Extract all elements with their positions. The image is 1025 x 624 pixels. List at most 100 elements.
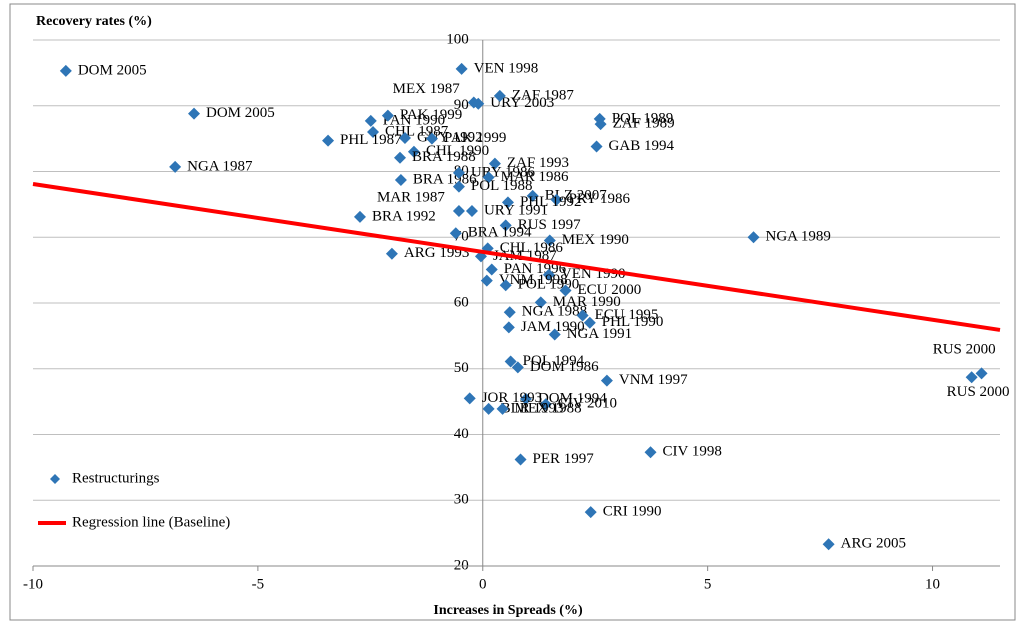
point-label: BRA 1988 bbox=[412, 149, 476, 165]
point-label: NGA 1987 bbox=[187, 158, 253, 174]
data-point bbox=[455, 62, 468, 75]
data-point bbox=[543, 234, 556, 247]
point-label: PAK 1999 bbox=[444, 130, 506, 146]
data-point bbox=[394, 174, 407, 187]
x-tick-label: 5 bbox=[704, 576, 712, 592]
point-label: ECU 1995 bbox=[595, 307, 659, 323]
y-tick-label: 20 bbox=[454, 557, 469, 573]
data-point bbox=[398, 131, 411, 144]
point-label: CHL 1990 bbox=[426, 143, 489, 159]
data-point bbox=[485, 263, 498, 276]
chart-frame bbox=[9, 3, 1016, 621]
point-label: JAM 1990 bbox=[521, 319, 585, 335]
data-point bbox=[59, 64, 72, 77]
data-point bbox=[539, 398, 552, 411]
data-point bbox=[463, 392, 476, 405]
data-point bbox=[482, 402, 495, 415]
data-point bbox=[504, 355, 517, 368]
data-point bbox=[452, 180, 465, 193]
point-label: MAR 1986 bbox=[501, 169, 569, 185]
x-tick-label: -5 bbox=[252, 576, 265, 592]
point-label: URY 1991 bbox=[484, 202, 548, 218]
point-label: DOM 1994 bbox=[538, 390, 607, 406]
point-label: NGA 1991 bbox=[567, 326, 632, 342]
point-label: ZAF 1987 bbox=[512, 87, 575, 103]
data-point bbox=[385, 247, 398, 260]
point-label: NGA 1989 bbox=[766, 229, 831, 245]
data-point bbox=[353, 210, 366, 223]
data-point bbox=[822, 538, 835, 551]
point-label: BRA 1994 bbox=[468, 225, 532, 241]
point-label: POL 1989 bbox=[612, 110, 674, 126]
point-label: POL 1988 bbox=[471, 178, 533, 194]
point-label: RUS 1997 bbox=[518, 217, 581, 233]
point-label: NGA 1988 bbox=[522, 304, 587, 320]
point-label: VNM 1997 bbox=[619, 372, 688, 388]
y-tick-label: 50 bbox=[454, 360, 469, 376]
point-label: BRA 1992 bbox=[372, 208, 436, 224]
data-point bbox=[600, 374, 613, 387]
data-point bbox=[644, 446, 657, 459]
y-tick-label: 90 bbox=[454, 97, 469, 113]
x-axis-title: Increases in Spreads (%) bbox=[433, 603, 583, 618]
data-point bbox=[514, 453, 527, 466]
point-label: PAK 1999 bbox=[400, 107, 462, 123]
data-point bbox=[452, 204, 465, 217]
data-point bbox=[488, 157, 501, 170]
point-label: PHL 1990 bbox=[602, 314, 664, 330]
data-point bbox=[322, 134, 335, 147]
data-point bbox=[452, 166, 465, 179]
data-point bbox=[480, 274, 493, 287]
point-label: DOM 2005 bbox=[206, 105, 275, 121]
data-point bbox=[542, 268, 555, 281]
data-point bbox=[465, 204, 478, 217]
y-tick-label: 40 bbox=[454, 426, 469, 442]
point-label: ZAF 1993 bbox=[507, 155, 569, 171]
point-label: MAR 1990 bbox=[553, 294, 621, 310]
point-label: PER 1997 bbox=[533, 451, 595, 467]
point-label: URY 2003 bbox=[490, 95, 554, 111]
point-label: JOR 1993 bbox=[482, 390, 542, 406]
point-label: DOM 2005 bbox=[78, 62, 147, 78]
legend-label: Regression line (Baseline) bbox=[72, 514, 230, 530]
point-label: MAR 1987 bbox=[377, 189, 445, 205]
point-label: BRA 1986 bbox=[413, 171, 477, 187]
point-label: CHL 1986 bbox=[500, 240, 564, 256]
point-label: RUS 2000 bbox=[933, 342, 996, 358]
data-point bbox=[493, 89, 506, 102]
point-label: CIV 2010 bbox=[558, 396, 617, 412]
data-point bbox=[501, 196, 514, 209]
data-point bbox=[394, 151, 407, 164]
point-label: BLR 1993 bbox=[501, 400, 564, 416]
x-tick-label: 10 bbox=[925, 576, 940, 592]
point-label: PHL 1987 bbox=[340, 132, 402, 148]
data-point bbox=[503, 306, 516, 319]
point-label: RUS 2000 bbox=[947, 384, 1010, 400]
data-point bbox=[590, 140, 603, 153]
x-tick-label: 0 bbox=[479, 576, 487, 592]
point-label: POL 1994 bbox=[523, 353, 585, 369]
data-point bbox=[534, 296, 547, 309]
point-label: MEX 1987 bbox=[393, 81, 461, 97]
data-point bbox=[381, 109, 394, 122]
x-tick-label: -10 bbox=[23, 576, 43, 592]
data-point bbox=[496, 402, 509, 415]
data-point bbox=[594, 118, 607, 131]
data-point bbox=[511, 361, 524, 374]
point-label: CRI 1990 bbox=[603, 504, 662, 520]
data-point bbox=[559, 284, 572, 297]
data-point bbox=[747, 231, 760, 244]
point-label: DOM 1986 bbox=[530, 359, 599, 375]
data-point bbox=[584, 506, 597, 519]
data-point bbox=[367, 126, 380, 139]
data-point bbox=[364, 114, 377, 127]
data-point bbox=[169, 160, 182, 173]
legend-label: Restructurings bbox=[72, 470, 160, 486]
data-point bbox=[407, 145, 420, 158]
regression-line bbox=[32, 182, 1001, 332]
point-label: ARG 2005 bbox=[841, 536, 906, 552]
data-point bbox=[499, 279, 512, 292]
data-point bbox=[449, 227, 462, 240]
